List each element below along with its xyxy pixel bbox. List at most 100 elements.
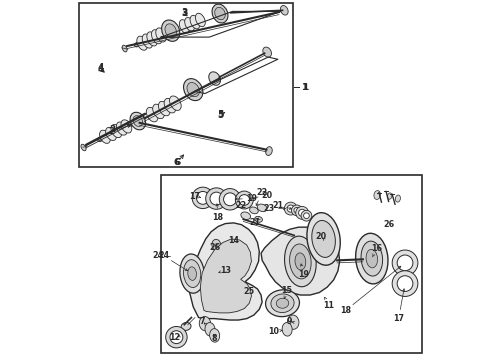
Bar [161, 175, 422, 353]
Ellipse shape [288, 315, 299, 329]
Ellipse shape [127, 122, 132, 126]
Ellipse shape [239, 195, 249, 205]
Text: 20: 20 [262, 190, 273, 199]
Ellipse shape [106, 127, 117, 140]
Ellipse shape [130, 112, 146, 130]
Text: 17: 17 [189, 192, 200, 201]
Text: 3: 3 [181, 8, 187, 17]
Ellipse shape [183, 260, 201, 288]
Ellipse shape [284, 202, 297, 215]
Ellipse shape [185, 18, 195, 31]
Text: 6: 6 [173, 158, 179, 167]
Text: 9: 9 [287, 316, 293, 325]
Text: 23: 23 [264, 204, 275, 213]
Ellipse shape [235, 191, 253, 209]
Ellipse shape [285, 236, 316, 287]
Ellipse shape [295, 253, 306, 270]
Ellipse shape [196, 192, 209, 204]
Ellipse shape [292, 205, 302, 216]
Ellipse shape [361, 241, 383, 276]
Ellipse shape [158, 101, 170, 116]
Ellipse shape [397, 255, 413, 271]
Ellipse shape [356, 233, 388, 284]
Ellipse shape [374, 190, 380, 199]
Ellipse shape [210, 192, 223, 205]
Ellipse shape [188, 267, 196, 280]
Ellipse shape [181, 323, 191, 330]
Text: 18: 18 [340, 306, 351, 315]
Ellipse shape [187, 82, 199, 97]
Ellipse shape [304, 213, 309, 219]
Ellipse shape [395, 195, 400, 202]
Ellipse shape [98, 137, 103, 141]
Ellipse shape [133, 116, 143, 126]
Ellipse shape [184, 78, 203, 101]
Ellipse shape [81, 144, 86, 151]
Ellipse shape [164, 98, 176, 113]
Ellipse shape [196, 13, 205, 27]
Ellipse shape [298, 209, 306, 216]
Ellipse shape [153, 104, 165, 119]
Ellipse shape [266, 147, 272, 156]
Ellipse shape [392, 271, 418, 296]
Text: 14: 14 [228, 236, 239, 245]
Ellipse shape [166, 327, 187, 348]
Ellipse shape [210, 329, 220, 342]
Text: 1: 1 [301, 83, 308, 92]
Ellipse shape [151, 30, 162, 44]
Ellipse shape [111, 125, 122, 138]
Ellipse shape [134, 42, 140, 47]
Ellipse shape [180, 254, 204, 293]
Ellipse shape [263, 47, 271, 57]
Text: 19: 19 [246, 194, 257, 203]
Ellipse shape [266, 290, 299, 317]
Ellipse shape [165, 24, 176, 37]
Ellipse shape [137, 36, 147, 50]
Text: 5: 5 [217, 111, 223, 120]
Ellipse shape [312, 220, 335, 257]
Ellipse shape [199, 316, 211, 331]
Text: 22: 22 [235, 201, 246, 210]
Ellipse shape [212, 4, 228, 23]
Ellipse shape [223, 193, 237, 206]
Text: 20: 20 [315, 232, 326, 241]
Text: 17: 17 [393, 314, 404, 323]
Ellipse shape [205, 323, 215, 336]
Ellipse shape [257, 204, 267, 212]
Ellipse shape [121, 120, 132, 133]
Ellipse shape [179, 20, 189, 33]
Polygon shape [200, 239, 251, 313]
Text: 4: 4 [97, 65, 103, 74]
Text: 7: 7 [199, 316, 205, 325]
Ellipse shape [249, 207, 258, 214]
Text: 21: 21 [249, 218, 261, 227]
Ellipse shape [170, 96, 181, 111]
Ellipse shape [366, 249, 378, 268]
Text: 11: 11 [323, 301, 335, 310]
Ellipse shape [190, 15, 200, 29]
Ellipse shape [276, 298, 289, 308]
Ellipse shape [307, 213, 340, 265]
Ellipse shape [294, 207, 300, 213]
Ellipse shape [215, 7, 225, 20]
Text: 22: 22 [257, 188, 268, 197]
Ellipse shape [122, 45, 127, 52]
Ellipse shape [301, 210, 312, 221]
Ellipse shape [206, 188, 227, 209]
Text: 4: 4 [97, 63, 103, 72]
Ellipse shape [282, 323, 292, 336]
Text: 26: 26 [383, 220, 394, 229]
Polygon shape [190, 223, 262, 320]
Text: 2: 2 [108, 127, 114, 136]
Ellipse shape [99, 130, 110, 143]
Text: 5: 5 [217, 111, 223, 120]
Text: 16: 16 [371, 244, 382, 253]
Bar [79, 3, 293, 167]
Text: 6: 6 [174, 158, 180, 167]
Ellipse shape [212, 239, 221, 251]
Ellipse shape [220, 189, 241, 210]
Ellipse shape [241, 212, 250, 220]
Ellipse shape [147, 32, 157, 46]
Polygon shape [261, 227, 340, 295]
Ellipse shape [388, 193, 392, 199]
